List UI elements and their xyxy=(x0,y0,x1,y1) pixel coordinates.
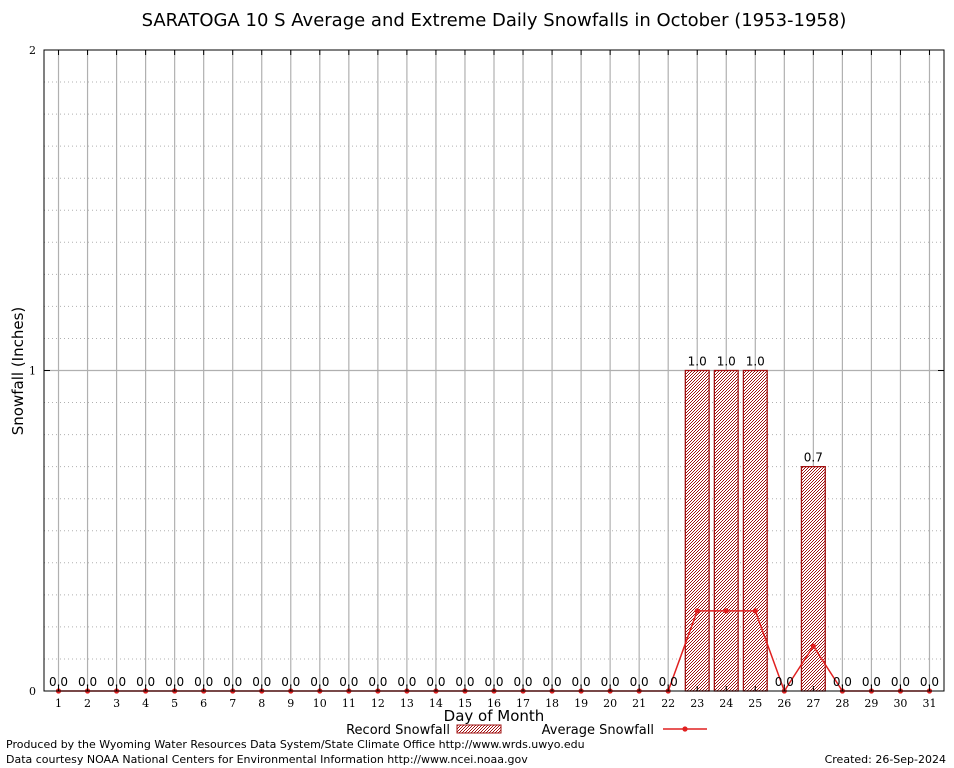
footer-produced-by: Produced by the Wyoming Water Resources … xyxy=(6,738,585,751)
x-tick-label: 30 xyxy=(893,697,907,710)
x-tick-label: 4 xyxy=(142,697,149,710)
axis-ticks: 1 2 3 4 5 6 7 8 9 10 11 12 13 14 15 16 17 18 19 20 21 22 23 24 2… xyxy=(29,44,944,710)
x-tick-label: 24 xyxy=(719,697,733,710)
x-tick-label: 22 xyxy=(661,697,675,710)
legend: Record Snowfall Average Snowfall xyxy=(346,723,707,738)
x-tick-label: 7 xyxy=(229,697,236,710)
x-tick-label: 9 xyxy=(287,697,294,710)
x-tick-label: 27 xyxy=(806,697,820,710)
data-label: 0.0 xyxy=(920,675,939,689)
x-tick-label: 10 xyxy=(313,697,327,710)
x-tick-label: 12 xyxy=(371,697,385,710)
data-label: 0.0 xyxy=(513,675,532,689)
data-label: 0.0 xyxy=(833,675,852,689)
x-tick-label: 17 xyxy=(516,697,530,710)
x-tick-label: 31 xyxy=(922,697,936,710)
x-tick-label: 29 xyxy=(864,697,878,710)
x-tick-label: 13 xyxy=(400,697,414,710)
y-tick-label: 0 xyxy=(29,685,36,698)
footer-courtesy: Data courtesy NOAA National Centers for … xyxy=(6,753,528,766)
x-tick-label: 8 xyxy=(258,697,265,710)
x-tick-label: 16 xyxy=(487,697,501,710)
data-label: 0.0 xyxy=(862,675,881,689)
data-label: 1.0 xyxy=(717,355,736,369)
record-bar xyxy=(800,465,826,692)
chart-title: SARATOGA 10 S Average and Extreme Daily … xyxy=(142,10,847,31)
data-label: 0.0 xyxy=(630,675,649,689)
data-label: 0.0 xyxy=(775,675,794,689)
data-label: 0.0 xyxy=(455,675,474,689)
legend-average-label: Average Snowfall xyxy=(542,723,654,738)
data-label: 0.0 xyxy=(194,675,213,689)
y-tick-label: 1 xyxy=(29,365,36,378)
x-tick-label: 21 xyxy=(632,697,646,710)
data-label: 0.0 xyxy=(543,675,562,689)
data-label: 1.0 xyxy=(688,355,707,369)
legend-record-label: Record Snowfall xyxy=(346,723,450,738)
x-tick-label: 1 xyxy=(55,697,62,710)
data-label: 0.0 xyxy=(426,675,445,689)
data-label: 0.0 xyxy=(165,675,184,689)
data-label: 0.0 xyxy=(484,675,503,689)
x-tick-label: 18 xyxy=(545,697,559,710)
y-axis-label: Snowfall (Inches) xyxy=(9,307,27,435)
average-point xyxy=(694,608,700,614)
data-labels: 0.0 0.0 0.0 0.0 0.0 0.0 0.0 0.0 0.0 0.0 0.0 0.0 0.0 0… xyxy=(49,355,939,690)
x-axis-label: Day of Month xyxy=(444,707,545,725)
legend-record-swatch xyxy=(456,724,502,734)
data-label: 0.0 xyxy=(659,675,678,689)
x-tick-label: 14 xyxy=(429,697,443,710)
average-point xyxy=(752,608,758,614)
data-label: 0.0 xyxy=(397,675,416,689)
x-tick-label: 19 xyxy=(574,697,588,710)
data-label: 0.0 xyxy=(572,675,591,689)
x-tick-label: 25 xyxy=(748,697,762,710)
data-label: 0.0 xyxy=(78,675,97,689)
x-tick-label: 3 xyxy=(113,697,120,710)
data-label: 0.7 xyxy=(804,451,823,465)
x-tick-label: 5 xyxy=(171,697,178,710)
x-tick-label: 6 xyxy=(200,697,207,710)
data-label: 0.0 xyxy=(601,675,620,689)
data-label: 0.0 xyxy=(136,675,155,689)
x-tick-label: 2 xyxy=(84,697,91,710)
record-bar xyxy=(684,369,710,692)
data-label: 0.0 xyxy=(310,675,329,689)
footer-created: Created: 26-Sep-2024 xyxy=(825,753,946,766)
x-tick-label: 11 xyxy=(342,697,356,710)
data-label: 0.0 xyxy=(339,675,358,689)
data-label: 1.0 xyxy=(746,355,765,369)
data-label: 0.0 xyxy=(107,675,126,689)
x-tick-label: 26 xyxy=(777,697,791,710)
data-label: 0.0 xyxy=(223,675,242,689)
x-tick-label: 28 xyxy=(835,697,849,710)
x-tick-label: 23 xyxy=(690,697,704,710)
data-label: 0.0 xyxy=(252,675,271,689)
y-tick-label: 2 xyxy=(29,44,36,57)
data-label: 0.0 xyxy=(891,675,910,689)
x-tick-label: 20 xyxy=(603,697,617,710)
data-label: 0.0 xyxy=(281,675,300,689)
data-label: 0.0 xyxy=(49,675,68,689)
average-point xyxy=(810,643,816,649)
average-point xyxy=(723,608,729,614)
record-bar xyxy=(742,369,768,692)
legend-average-marker xyxy=(682,726,688,732)
data-label: 0.0 xyxy=(368,675,387,689)
x-tick-label: 15 xyxy=(458,697,472,710)
record-bar xyxy=(713,369,739,692)
